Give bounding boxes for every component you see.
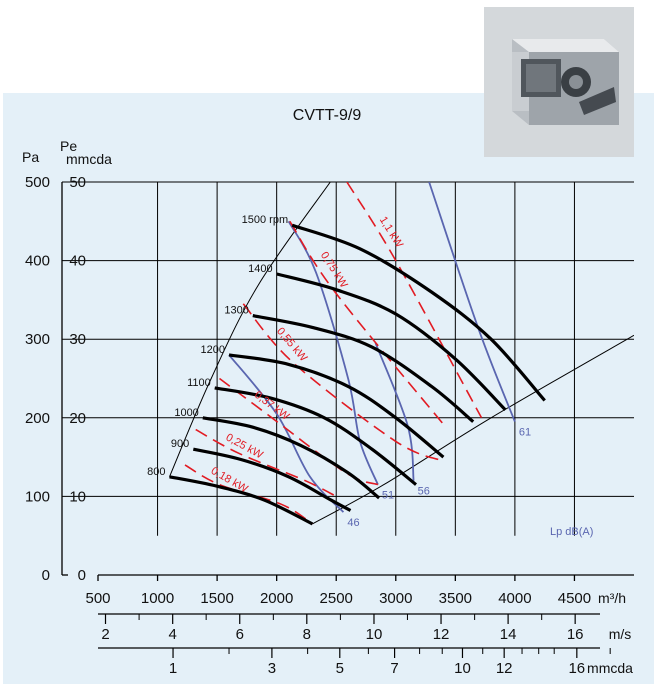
power-line bbox=[346, 182, 483, 419]
speed-curve bbox=[192, 447, 352, 512]
y-tick-label-mmcda: 40 bbox=[69, 253, 86, 270]
velocity-tick-label: 14 bbox=[500, 626, 517, 643]
noise-label: 51 bbox=[382, 490, 394, 502]
velocity-tick-label: 16 bbox=[567, 626, 584, 643]
grid bbox=[62, 181, 634, 536]
speed-label: 1100 bbox=[187, 377, 211, 389]
fan-unit-photo bbox=[484, 7, 634, 157]
x-tick-label: 1500 bbox=[200, 590, 233, 607]
power-line bbox=[219, 377, 379, 486]
right-boundary bbox=[312, 334, 634, 525]
y-tick-label-pa: 0 bbox=[42, 567, 50, 584]
y-tick-label-mmcda: 20 bbox=[69, 410, 86, 427]
pressure-unit: mmcda bbox=[587, 660, 633, 676]
pressure-tick-label: 7 bbox=[390, 660, 398, 677]
speed-curve bbox=[276, 272, 507, 412]
speed-label: 800 bbox=[147, 466, 165, 478]
power-line bbox=[289, 220, 446, 427]
speed-curve bbox=[202, 416, 381, 500]
speed-label: 1400 bbox=[248, 263, 272, 275]
power-label: 0,18 kW bbox=[209, 465, 251, 496]
speed-curve bbox=[169, 475, 314, 526]
x-tick-label: 3500 bbox=[439, 590, 472, 607]
pressure-tick-label: 1 bbox=[169, 660, 177, 677]
y-tick-label-pa: 200 bbox=[25, 410, 50, 427]
speed-label: 1500 rpm bbox=[242, 214, 288, 226]
velocity-tick-label: 8 bbox=[303, 626, 311, 643]
y-axis-unit-pe: Pe bbox=[60, 138, 77, 154]
pressure-tick-label: 12 bbox=[496, 660, 513, 677]
x-tick-label: 4000 bbox=[498, 590, 531, 607]
y-tick-label-mmcda: 10 bbox=[69, 488, 86, 505]
pressure-tick-label: 10 bbox=[454, 660, 471, 677]
pressure-tick-label: 16 bbox=[568, 660, 585, 677]
speed-curve bbox=[291, 223, 546, 402]
noise-label: 46 bbox=[347, 517, 359, 529]
y-tick-label-pa: 500 bbox=[25, 174, 50, 191]
power-label: 1,1 kW bbox=[377, 215, 406, 251]
noise-label: 61 bbox=[519, 427, 531, 439]
velocity-tick-label: 2 bbox=[101, 626, 109, 643]
speed-curve bbox=[228, 353, 445, 459]
speed-label: 1200 bbox=[201, 344, 225, 356]
noise-line-61 bbox=[428, 182, 516, 423]
y-tick-label-pa: 400 bbox=[25, 253, 50, 270]
velocity-unit: m/s bbox=[609, 626, 632, 642]
y-tick-label-pa: 300 bbox=[25, 331, 50, 348]
chart-lines bbox=[169, 182, 634, 526]
y-tick-label-pa: 100 bbox=[25, 488, 50, 505]
velocity-tick-label: 6 bbox=[236, 626, 244, 643]
chart-title: CVTT-9/9 bbox=[292, 107, 362, 124]
pressure-tick-label: 3 bbox=[268, 660, 276, 677]
noise-line-56 bbox=[374, 342, 415, 481]
x-axis-unit: m³/h bbox=[598, 590, 626, 606]
velocity-tick-label: 10 bbox=[366, 626, 383, 643]
x-tick-label: 3000 bbox=[379, 590, 412, 607]
y-tick-label-mmcda: 0 bbox=[78, 567, 86, 584]
left-boundary bbox=[169, 182, 331, 477]
speed-label: 1000 bbox=[174, 407, 198, 419]
y-axis-unit-pa: Pa bbox=[22, 149, 39, 165]
speed-label: 1300 bbox=[224, 305, 248, 317]
y-axis-unit-mmcda: mmcda bbox=[66, 151, 112, 167]
chart-panel bbox=[3, 93, 654, 684]
x-tick-label: 1000 bbox=[141, 590, 174, 607]
noise-label: 56 bbox=[418, 486, 430, 498]
x-tick-label: 500 bbox=[85, 590, 110, 607]
speed-curve bbox=[252, 314, 475, 423]
velocity-tick-label: 12 bbox=[433, 626, 450, 643]
x-tick-label: 4500 bbox=[558, 590, 591, 607]
noise-line-51 bbox=[287, 220, 379, 485]
axes bbox=[61, 182, 634, 658]
power-line bbox=[195, 428, 337, 498]
pressure-tick-label: 5 bbox=[336, 660, 344, 677]
x-tick-label: 2000 bbox=[260, 590, 293, 607]
y-tick-label-mmcda: 30 bbox=[69, 331, 86, 348]
power-label: 0,55 kW bbox=[274, 325, 310, 364]
noise-unit-label: Lp dB(A) bbox=[550, 526, 593, 538]
velocity-tick-label: 4 bbox=[169, 626, 177, 643]
speed-curve bbox=[214, 386, 418, 486]
speed-label: 900 bbox=[171, 438, 189, 450]
y-tick-label-mmcda: 50 bbox=[69, 174, 86, 191]
x-tick-label: 2500 bbox=[320, 590, 353, 607]
